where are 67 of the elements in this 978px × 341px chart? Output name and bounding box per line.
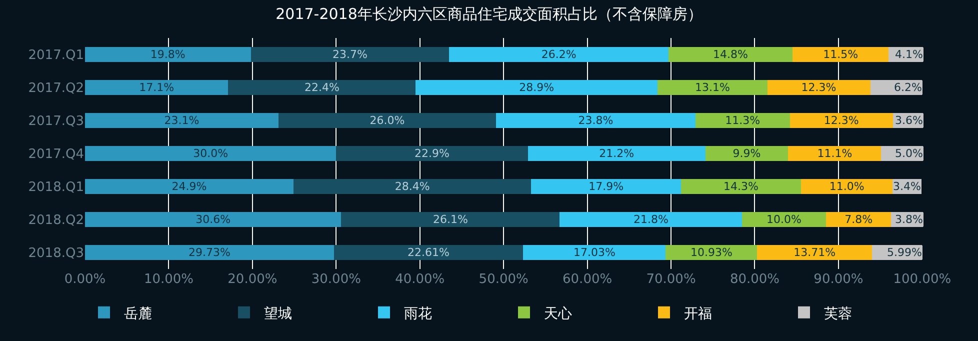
data-label: 28.4%: [394, 180, 430, 193]
x-tick-label: 90.00%: [814, 272, 864, 287]
data-label: 11.3%: [725, 114, 760, 127]
data-label: 17.03%: [573, 246, 616, 260]
data-label: 23.1%: [164, 114, 200, 127]
data-label: 26.0%: [370, 114, 405, 127]
x-tick-label: 30.00%: [311, 272, 361, 287]
x-tick-label: 60.00%: [562, 272, 612, 287]
data-label: 23.7%: [332, 48, 368, 61]
data-label: 22.4%: [304, 81, 340, 94]
x-tick-label: 80.00%: [730, 272, 780, 287]
data-label: 13.71%: [794, 246, 836, 260]
y-tick-label: 2018.Q2: [28, 213, 84, 228]
data-label: 26.2%: [541, 48, 576, 61]
y-tick-label: 2017.Q2: [28, 81, 84, 96]
data-label: 14.3%: [723, 180, 758, 193]
data-label: 22.9%: [414, 147, 450, 160]
y-tick-label: 2018.Q3: [28, 246, 84, 262]
data-label: 5.0%: [895, 147, 923, 160]
data-label: 10.93%: [690, 246, 732, 260]
data-label: 4.1%: [895, 48, 923, 61]
y-tick-label: 2017.Q1: [28, 48, 84, 64]
y-tick-label: 2017.Q4: [28, 147, 84, 162]
data-label: 26.1%: [432, 213, 468, 226]
x-tick-label: 70.00%: [646, 272, 696, 287]
data-label: 28.9%: [519, 81, 554, 94]
data-label: 29.73%: [188, 246, 230, 260]
data-label: 3.8%: [895, 213, 923, 226]
data-label: 21.2%: [599, 147, 634, 160]
data-label: 12.3%: [801, 81, 836, 94]
data-label: 6.2%: [894, 81, 922, 94]
legend-label: 天心: [544, 306, 572, 322]
data-label: 11.0%: [829, 180, 864, 193]
data-label: 22.61%: [408, 246, 450, 260]
legend-label: 望城: [264, 306, 292, 322]
legend-label: 芙蓉: [824, 306, 852, 322]
data-label: 3.4%: [893, 180, 921, 193]
data-label: 24.9%: [172, 180, 207, 193]
chart-title: 2017-2018年长沙内六区商品住宅成交面积占比（不含保障房）: [276, 5, 702, 24]
data-label: 30.0%: [193, 147, 228, 160]
y-tick-label: 2018.Q1: [28, 180, 84, 196]
data-label: 11.1%: [817, 147, 852, 160]
data-label: 30.6%: [196, 213, 231, 226]
data-label: 17.9%: [588, 180, 624, 193]
data-label: 12.3%: [824, 114, 859, 127]
legend-label: 开福: [684, 306, 712, 322]
data-label: 21.8%: [633, 213, 668, 226]
data-label: 19.8%: [150, 48, 186, 61]
data-label: 5.99%: [887, 246, 922, 259]
data-label: 23.8%: [578, 114, 614, 127]
data-label: 11.5%: [823, 48, 858, 61]
data-label: 17.1%: [139, 81, 174, 94]
x-tick-label: 0.00%: [64, 272, 106, 287]
x-tick-label: 100.00%: [893, 272, 952, 287]
data-label: 7.8%: [844, 213, 873, 226]
y-tick-label: 2017.Q3: [28, 114, 84, 130]
data-label: 9.9%: [732, 147, 761, 160]
data-label: 13.1%: [694, 81, 730, 94]
data-label: 3.6%: [895, 114, 923, 127]
x-tick-label: 40.00%: [395, 272, 445, 287]
x-tick-label: 10.00%: [144, 272, 194, 287]
legend-label: 岳麓: [124, 306, 152, 322]
x-tick-label: 20.00%: [228, 272, 278, 287]
data-label: 10.0%: [766, 213, 802, 226]
legend-label: 雨花: [404, 306, 432, 322]
data-label: 14.8%: [712, 48, 748, 61]
x-tick-label: 50.00%: [478, 272, 528, 287]
